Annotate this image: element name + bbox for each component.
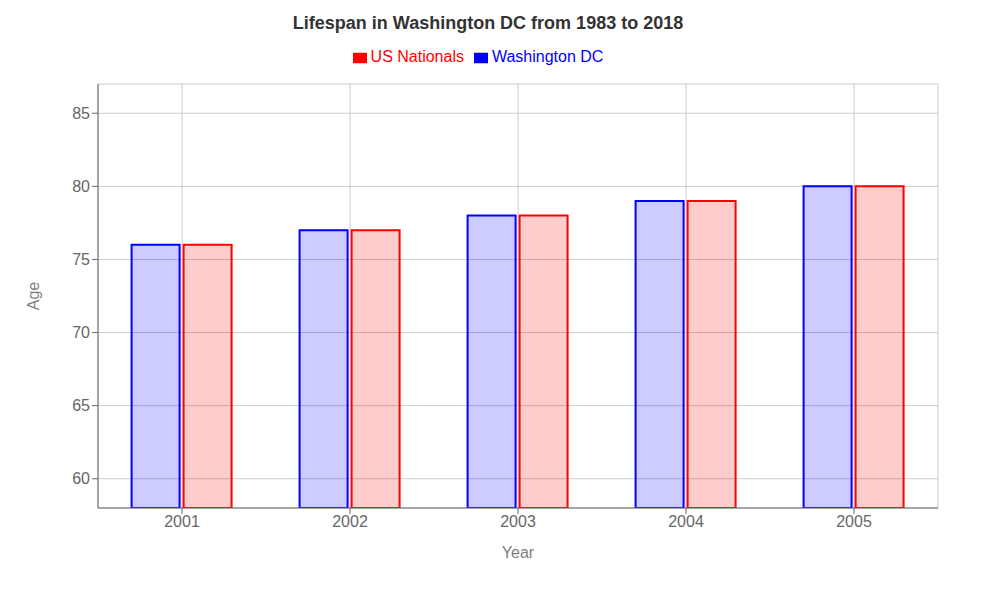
html-text:Lifespan in Washington DC from: Lifespan in Washington DC from 1983 to 2…	[292, 13, 684, 33]
svg-text:80: 80	[72, 178, 90, 195]
svg-text:2001: 2001	[164, 513, 200, 530]
svg-text:Year: Year	[502, 544, 535, 561]
svg-text:2005: 2005	[836, 513, 872, 530]
svg-text:75: 75	[72, 251, 90, 268]
svg-text:2002: 2002	[332, 513, 368, 530]
svg-text:Age: Age	[25, 282, 42, 311]
html-text:US Nationals: US Nationals	[370, 48, 464, 65]
svg-text:85: 85	[72, 105, 90, 122]
svg-text:60: 60	[72, 470, 90, 487]
svg-text:65: 65	[72, 397, 90, 414]
html-text:Washington DC: Washington DC	[492, 48, 604, 65]
svg-text:70: 70	[72, 324, 90, 341]
svg-text:2004: 2004	[668, 513, 704, 530]
svg-text:2003: 2003	[500, 513, 536, 530]
